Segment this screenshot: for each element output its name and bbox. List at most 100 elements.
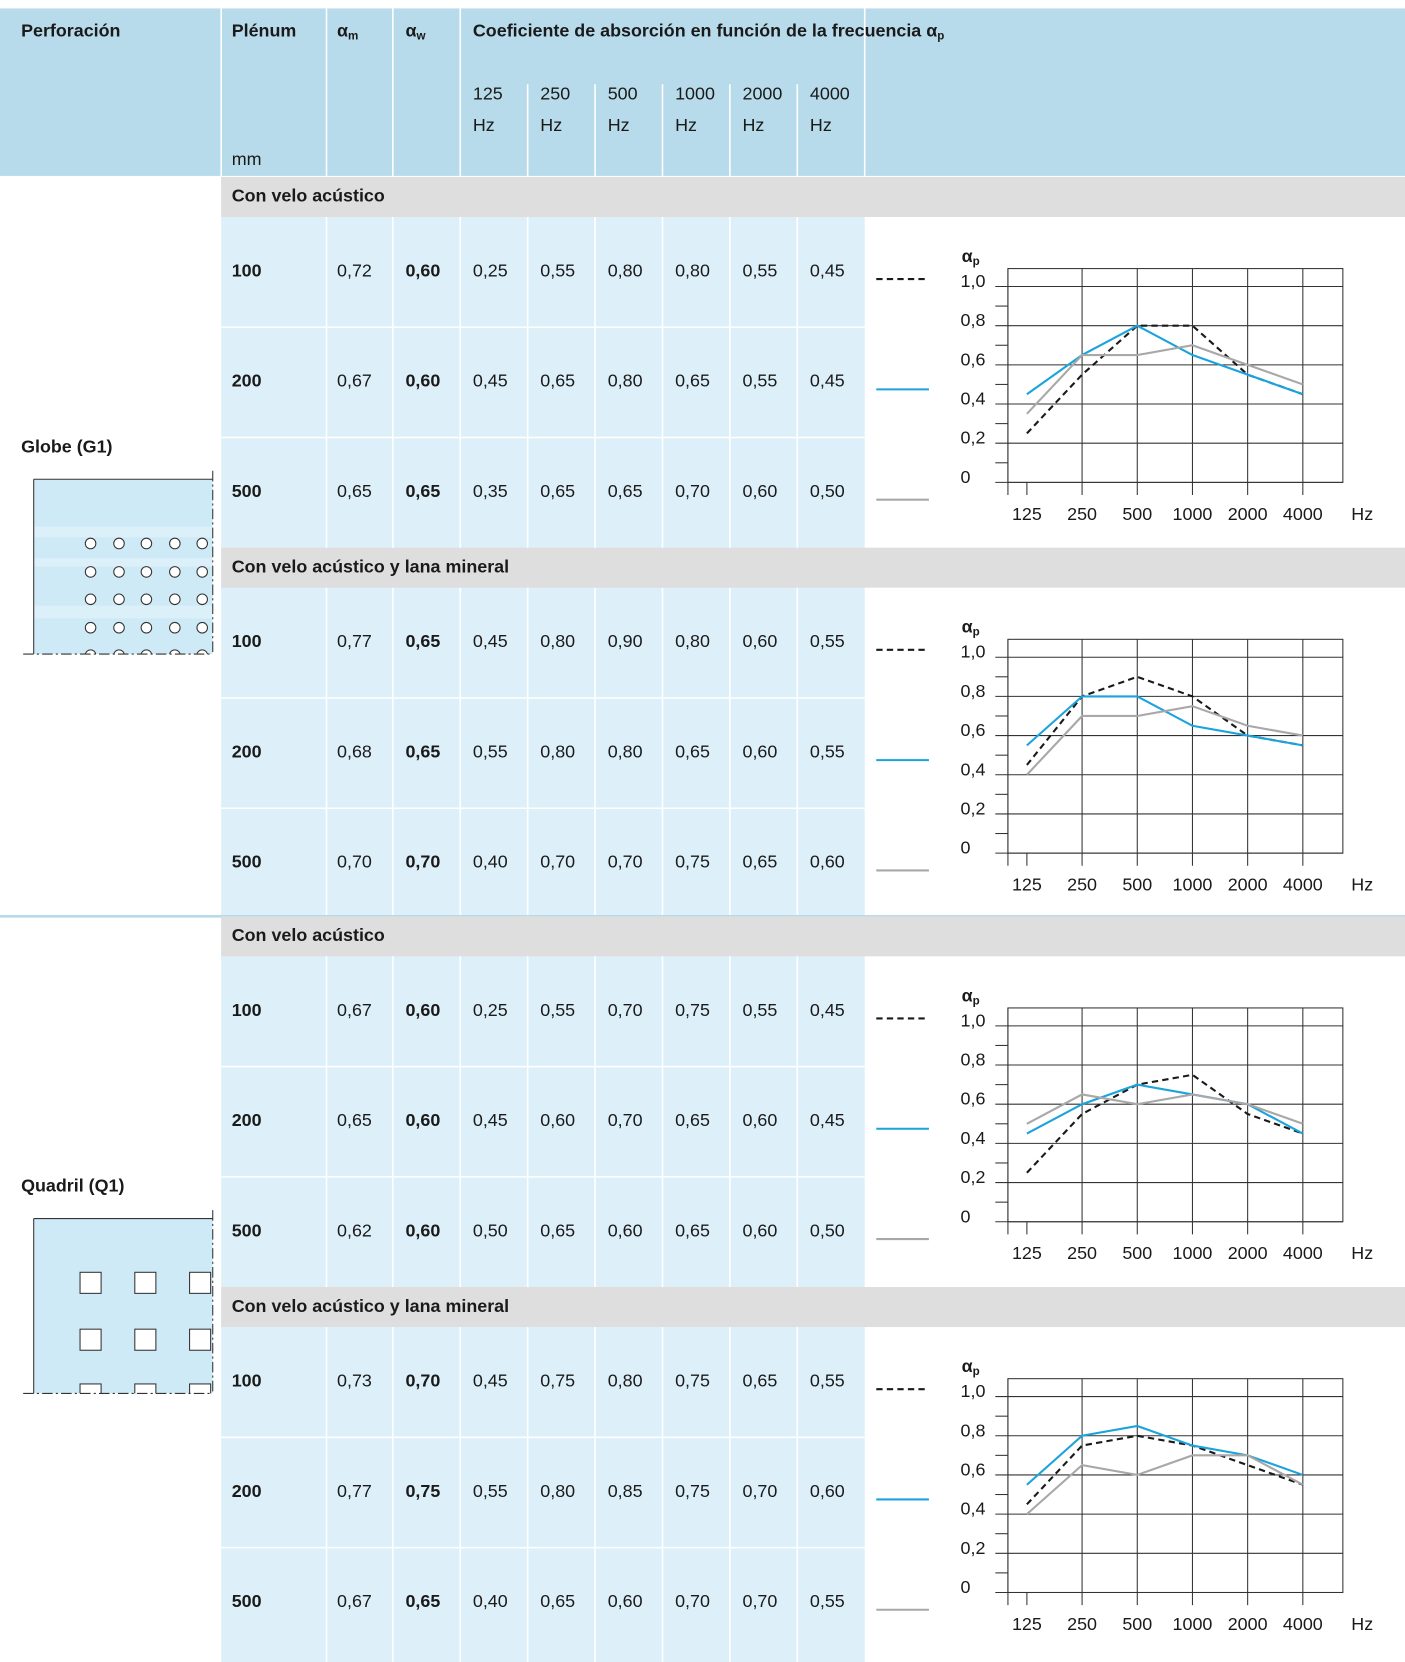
absorption-value: 0,35	[473, 481, 508, 501]
absorption-value: 0,45	[473, 1110, 508, 1130]
x-unit: Hz	[1351, 1243, 1373, 1263]
y-tick-label: 0,6	[961, 720, 986, 740]
y-axis-label-symbol: α	[962, 616, 973, 636]
y-axis-label: αp	[962, 246, 980, 269]
x-tick-label: 125	[1012, 875, 1042, 895]
absorption-value: 0,60	[608, 1220, 643, 1240]
alpha-m: 0,70	[337, 852, 372, 872]
absorption-value: 0,25	[473, 1000, 508, 1020]
absorption-value: 0,50	[473, 1220, 508, 1240]
y-tick-label: 0,2	[961, 1167, 986, 1187]
absorption-value: 0,45	[473, 631, 508, 651]
product-name: Quadril (Q1)	[21, 1176, 124, 1196]
alpha-w: 0,60	[405, 1110, 440, 1130]
group-band	[221, 916, 1405, 957]
x-tick-label: 500	[1122, 1614, 1152, 1634]
absorption-line	[1026, 1093, 1304, 1125]
x-unit: Hz	[1351, 875, 1373, 895]
absorption-value: 0,65	[540, 481, 575, 501]
absorption-value: 0,65	[675, 1110, 710, 1130]
absorption-value: 0,75	[675, 852, 710, 872]
plenum: 500	[232, 481, 262, 501]
absorption-value: 0,55	[810, 741, 845, 761]
x-tick-label: 250	[1067, 504, 1097, 524]
x-unit: Hz	[1351, 1614, 1373, 1634]
header-alpha-w-sub: w	[415, 31, 426, 43]
header-frequency-unit: Hz	[675, 115, 697, 135]
absorption-value: 0,50	[810, 1220, 845, 1240]
absorption-value: 0,40	[473, 852, 508, 872]
y-tick-label: 0	[961, 1206, 971, 1226]
header-frequency: 4000	[810, 84, 850, 104]
alpha-m: 0,67	[337, 1000, 372, 1020]
plenum: 100	[232, 631, 262, 651]
absorption-value: 0,60	[743, 741, 778, 761]
header-alpha-m: αm	[337, 20, 358, 43]
group-band	[221, 1287, 1405, 1328]
y-tick-label: 0,8	[961, 1420, 986, 1440]
absorption-value: 0,80	[608, 741, 643, 761]
globe-illustration	[23, 470, 214, 655]
x-tick-label: 500	[1122, 875, 1152, 895]
absorption-value: 0,45	[810, 1000, 845, 1020]
x-tick-label: 250	[1067, 875, 1097, 895]
alpha-m: 0,72	[337, 260, 372, 280]
absorption-value: 0,70	[675, 1591, 710, 1611]
header-frequency-unit: Hz	[608, 115, 630, 135]
absorption-value: 0,85	[608, 1481, 643, 1501]
alpha-m: 0,62	[337, 1220, 372, 1240]
group-title: Con velo acústico y lana mineral	[232, 1296, 509, 1316]
header-coef-symbol: Coeficiente de absorción en función de l…	[473, 20, 937, 40]
header-frequency: 125	[473, 84, 503, 104]
absorption-value: 0,75	[675, 1371, 710, 1391]
absorption-value: 0,65	[540, 1220, 575, 1240]
y-tick-label: 0,6	[961, 1459, 986, 1479]
absorption-line	[1026, 705, 1304, 776]
plenum: 100	[232, 1371, 262, 1391]
plenum: 500	[232, 852, 262, 872]
x-tick-label: 2000	[1228, 875, 1268, 895]
absorption-value: 0,65	[743, 852, 778, 872]
y-axis-label-symbol: α	[962, 246, 973, 266]
quadril-illustration	[23, 1210, 214, 1394]
absorption-value: 0,65	[743, 1371, 778, 1391]
absorption-value: 0,55	[810, 631, 845, 651]
absorption-value: 0,80	[540, 631, 575, 651]
x-tick-label: 4000	[1283, 1243, 1323, 1263]
y-tick-label: 0,4	[961, 1499, 986, 1519]
group-band	[221, 176, 1405, 217]
alpha-w: 0,65	[405, 481, 440, 501]
body-bg	[221, 176, 865, 917]
absorption-value: 0,80	[675, 260, 710, 280]
y-axis-label-sub: p	[973, 627, 980, 639]
group-title: Con velo acústico	[232, 186, 385, 206]
alpha-w: 0,65	[405, 1591, 440, 1611]
absorption-line	[1026, 695, 1304, 747]
alpha-m: 0,65	[337, 481, 372, 501]
x-tick-label: 250	[1067, 1614, 1097, 1634]
header-alpha-m-symbol: α	[337, 20, 348, 40]
alpha-m: 0,68	[337, 741, 372, 761]
y-tick-label: 0,2	[961, 1538, 986, 1558]
alpha-m: 0,77	[337, 631, 372, 651]
alpha-m: 0,65	[337, 1110, 372, 1130]
alpha-w: 0,65	[405, 631, 440, 651]
absorption-value: 0,55	[743, 260, 778, 280]
plenum: 100	[232, 1000, 262, 1020]
background	[0, 8, 1405, 1662]
x-unit: Hz	[1351, 504, 1373, 524]
x-tick-label: 500	[1122, 1243, 1152, 1263]
absorption-value: 0,55	[810, 1591, 845, 1611]
absorption-value: 0,75	[675, 1000, 710, 1020]
y-axis-label: αp	[962, 985, 980, 1008]
absorption-line	[1026, 1083, 1304, 1135]
y-axis-label: αp	[962, 616, 980, 639]
group-band	[221, 547, 1405, 588]
absorption-value: 0,70	[608, 852, 643, 872]
header-frequency-unit: Hz	[473, 115, 495, 135]
absorption-value: 0,75	[540, 1371, 575, 1391]
x-tick-label: 1000	[1173, 1614, 1213, 1634]
group-title: Con velo acústico y lana mineral	[232, 556, 509, 576]
absorption-value: 0,65	[675, 371, 710, 391]
